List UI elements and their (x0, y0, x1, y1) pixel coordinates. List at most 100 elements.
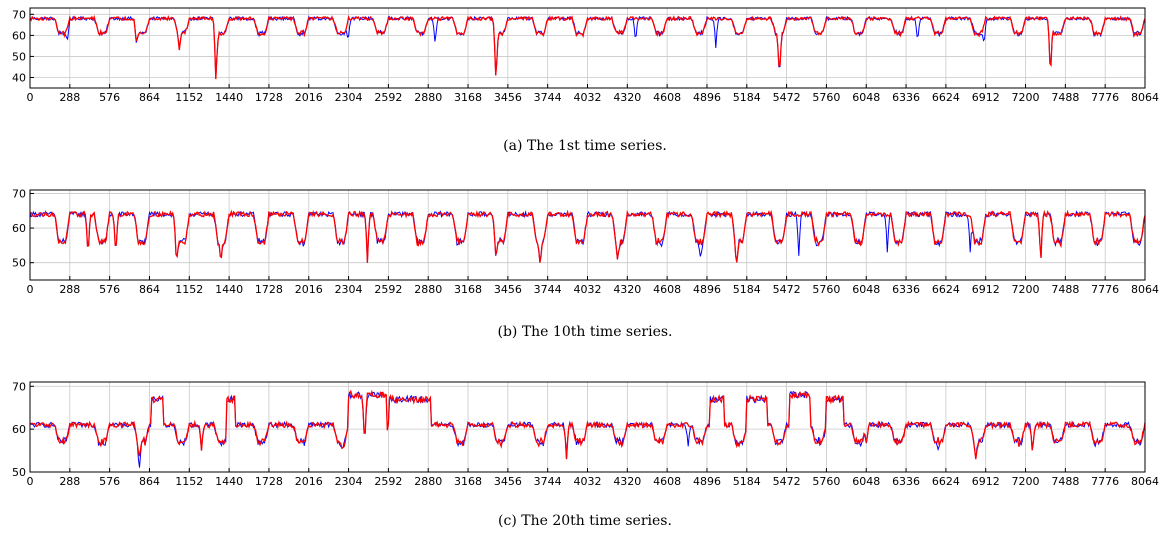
y-tick-label: 70 (12, 8, 26, 21)
y-tick-label: 70 (12, 187, 26, 200)
x-tick-label: 576 (99, 91, 120, 104)
x-tick-label: 7488 (1051, 475, 1079, 488)
x-tick-label: 1440 (215, 283, 243, 296)
y-tick-label: 40 (12, 71, 26, 84)
x-tick-label: 6624 (932, 475, 960, 488)
x-tick-label: 1728 (255, 475, 283, 488)
x-tick-label: 1152 (175, 475, 203, 488)
x-tick-label: 6912 (972, 475, 1000, 488)
x-tick-label: 5472 (773, 475, 801, 488)
x-tick-label: 1440 (215, 91, 243, 104)
x-tick-label: 7200 (1012, 475, 1040, 488)
x-tick-label: 2304 (335, 283, 363, 296)
x-tick-label: 6336 (892, 283, 920, 296)
x-tick-label: 3744 (534, 475, 562, 488)
x-tick-label: 6048 (852, 91, 880, 104)
x-tick-label: 5760 (812, 283, 840, 296)
x-tick-label: 7488 (1051, 283, 1079, 296)
x-tick-label: 5760 (812, 475, 840, 488)
x-tick-label: 4320 (613, 283, 641, 296)
series-line (30, 209, 1145, 263)
x-tick-label: 6912 (972, 283, 1000, 296)
x-tick-label: 1728 (255, 91, 283, 104)
x-tick-label: 2880 (414, 91, 442, 104)
x-tick-label: 2304 (335, 475, 363, 488)
x-tick-label: 288 (59, 91, 80, 104)
x-tick-label: 4032 (574, 91, 602, 104)
x-tick-label: 864 (139, 475, 160, 488)
x-tick-label: 864 (139, 283, 160, 296)
x-tick-label: 8064 (1131, 283, 1159, 296)
x-tick-label: 1440 (215, 475, 243, 488)
x-tick-label: 2592 (374, 91, 402, 104)
x-tick-label: 3168 (454, 475, 482, 488)
x-tick-label: 3168 (454, 283, 482, 296)
x-tick-label: 4608 (653, 475, 681, 488)
chart-caption: (c) The 20th time series. (498, 513, 672, 529)
x-tick-label: 5472 (773, 283, 801, 296)
x-tick-label: 3456 (494, 283, 522, 296)
x-tick-label: 6624 (932, 91, 960, 104)
x-tick-label: 3456 (494, 91, 522, 104)
x-tick-label: 3744 (534, 91, 562, 104)
x-tick-label: 7776 (1091, 91, 1119, 104)
x-tick-label: 7776 (1091, 475, 1119, 488)
y-tick-label: 50 (12, 50, 26, 63)
x-tick-label: 0 (27, 91, 34, 104)
x-tick-label: 2880 (414, 283, 442, 296)
x-tick-label: 5184 (733, 283, 761, 296)
y-tick-label: 50 (12, 257, 26, 270)
x-tick-label: 4608 (653, 91, 681, 104)
x-tick-label: 5184 (733, 475, 761, 488)
y-tick-label: 60 (12, 222, 26, 235)
chart-panel: 0 288 576 864 1152 1440 1728 2016 2304 2592 2880 31… (12, 7, 1159, 154)
x-tick-label: 2880 (414, 475, 442, 488)
y-tick-label: 70 (12, 380, 26, 393)
x-tick-label: 288 (59, 283, 80, 296)
x-tick-label: 4320 (613, 91, 641, 104)
x-tick-label: 7488 (1051, 91, 1079, 104)
x-tick-label: 864 (139, 91, 160, 104)
x-tick-label: 7200 (1012, 283, 1040, 296)
x-tick-label: 4896 (693, 91, 721, 104)
chart-caption: (a) The 1st time series. (503, 138, 667, 154)
x-tick-label: 4896 (693, 475, 721, 488)
x-tick-label: 5184 (733, 91, 761, 104)
chart-panel: 0 288 576 864 1152 1440 1728 2016 2304 2592 2880 31… (12, 187, 1159, 340)
x-tick-label: 2016 (295, 283, 323, 296)
x-tick-label: 4608 (653, 283, 681, 296)
series-line (30, 389, 1145, 460)
x-tick-label: 7776 (1091, 283, 1119, 296)
x-tick-label: 288 (59, 475, 80, 488)
x-tick-label: 6048 (852, 475, 880, 488)
series-line (30, 14, 1145, 80)
x-tick-label: 1152 (175, 91, 203, 104)
x-tick-label: 5472 (773, 91, 801, 104)
x-tick-label: 2592 (374, 283, 402, 296)
x-tick-label: 576 (99, 283, 120, 296)
chart-caption: (b) The 10th time series. (497, 324, 672, 340)
x-tick-label: 7200 (1012, 91, 1040, 104)
x-tick-label: 2592 (374, 475, 402, 488)
x-tick-label: 4320 (613, 475, 641, 488)
y-tick-label: 50 (12, 466, 26, 479)
x-tick-label: 6624 (932, 283, 960, 296)
x-tick-label: 2016 (295, 91, 323, 104)
y-tick-label: 60 (12, 29, 26, 42)
x-tick-label: 1152 (175, 283, 203, 296)
x-tick-label: 6048 (852, 283, 880, 296)
x-tick-label: 4032 (574, 283, 602, 296)
x-tick-label: 8064 (1131, 91, 1159, 104)
x-tick-label: 5760 (812, 91, 840, 104)
x-tick-label: 4032 (574, 475, 602, 488)
x-tick-label: 8064 (1131, 475, 1159, 488)
y-tick-label: 60 (12, 423, 26, 436)
x-tick-label: 0 (27, 475, 34, 488)
x-tick-label: 2304 (335, 91, 363, 104)
x-tick-label: 1728 (255, 283, 283, 296)
x-tick-label: 4896 (693, 283, 721, 296)
x-tick-label: 576 (99, 475, 120, 488)
x-tick-label: 0 (27, 283, 34, 296)
